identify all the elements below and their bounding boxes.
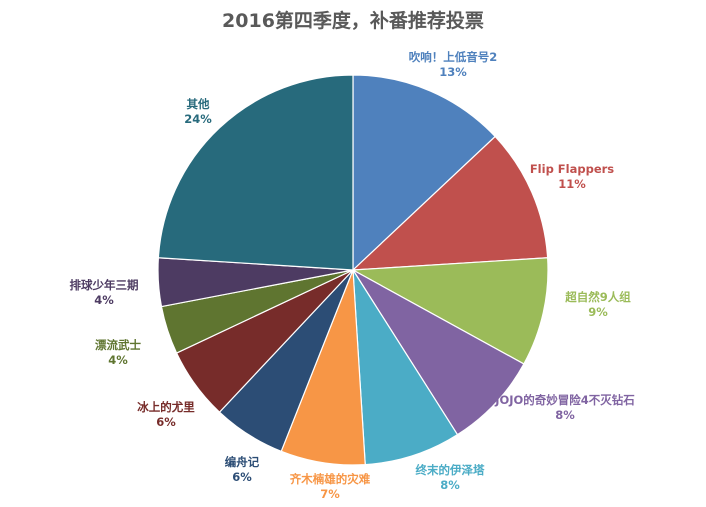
slice-label-9: 排球少年三期 4% (49, 278, 159, 308)
slice-label-4: 终末的伊泽塔 8% (390, 463, 510, 493)
slice-percent-6: 6% (232, 470, 252, 484)
pie-slice-0 (352, 74, 496, 272)
slice-percent-2: 9% (588, 305, 608, 319)
slice-label-6: 编舟记 6% (192, 455, 292, 485)
slice-name-7: 冰上的尤里 (137, 400, 195, 414)
pie-slice-10 (157, 74, 354, 271)
slice-name-0: 吹响！上低音号2 (408, 50, 498, 64)
slice-percent-8: 4% (108, 353, 128, 367)
slice-percent-10: 24% (184, 112, 212, 126)
pie-slice-1 (351, 135, 549, 271)
slice-name-5: 齐木楠雄的灾难 (289, 472, 371, 486)
slice-percent-4: 8% (440, 478, 460, 492)
slice-name-2: 超自然9人组 (565, 290, 631, 304)
slice-name-3: JOJO的奇妙冒险4不灭钻石 (495, 393, 635, 407)
pie-slice-2 (350, 257, 549, 365)
pie-slice-4 (352, 269, 459, 466)
slice-percent-7: 6% (156, 415, 176, 429)
slice-name-6: 编舟记 (224, 455, 260, 469)
slice-percent-0: 13% (439, 65, 467, 79)
slice-label-0: 吹响！上低音号2 13% (383, 50, 523, 80)
slice-name-9: 排球少年三期 (69, 278, 139, 292)
slice-name-10: 其他 (186, 97, 210, 111)
slice-label-8: 漂流武士 4% (68, 338, 168, 368)
slice-label-10: 其他 24% (158, 97, 238, 127)
chart-title: 2016第四季度，补番推荐投票 (222, 10, 484, 32)
slice-name-4: 终末的伊泽塔 (415, 463, 485, 477)
slice-label-3: JOJO的奇妙冒险4不灭钻石 8% (495, 393, 635, 423)
slice-percent-3: 8% (555, 408, 575, 422)
slice-label-5: 齐木楠雄的灾难 7% (270, 472, 390, 502)
slice-label-7: 冰上的尤里 6% (111, 400, 221, 430)
slice-label-1: Flip Flappers 11% (512, 162, 632, 192)
slice-percent-1: 11% (558, 177, 586, 191)
pie-slice-3 (352, 269, 525, 436)
slice-name-1: Flip Flappers (529, 162, 615, 176)
slice-percent-9: 4% (94, 293, 114, 307)
slice-name-8: 漂流武士 (95, 338, 141, 352)
slice-label-2: 超自然9人组 9% (538, 290, 658, 320)
slice-percent-5: 7% (320, 487, 340, 501)
